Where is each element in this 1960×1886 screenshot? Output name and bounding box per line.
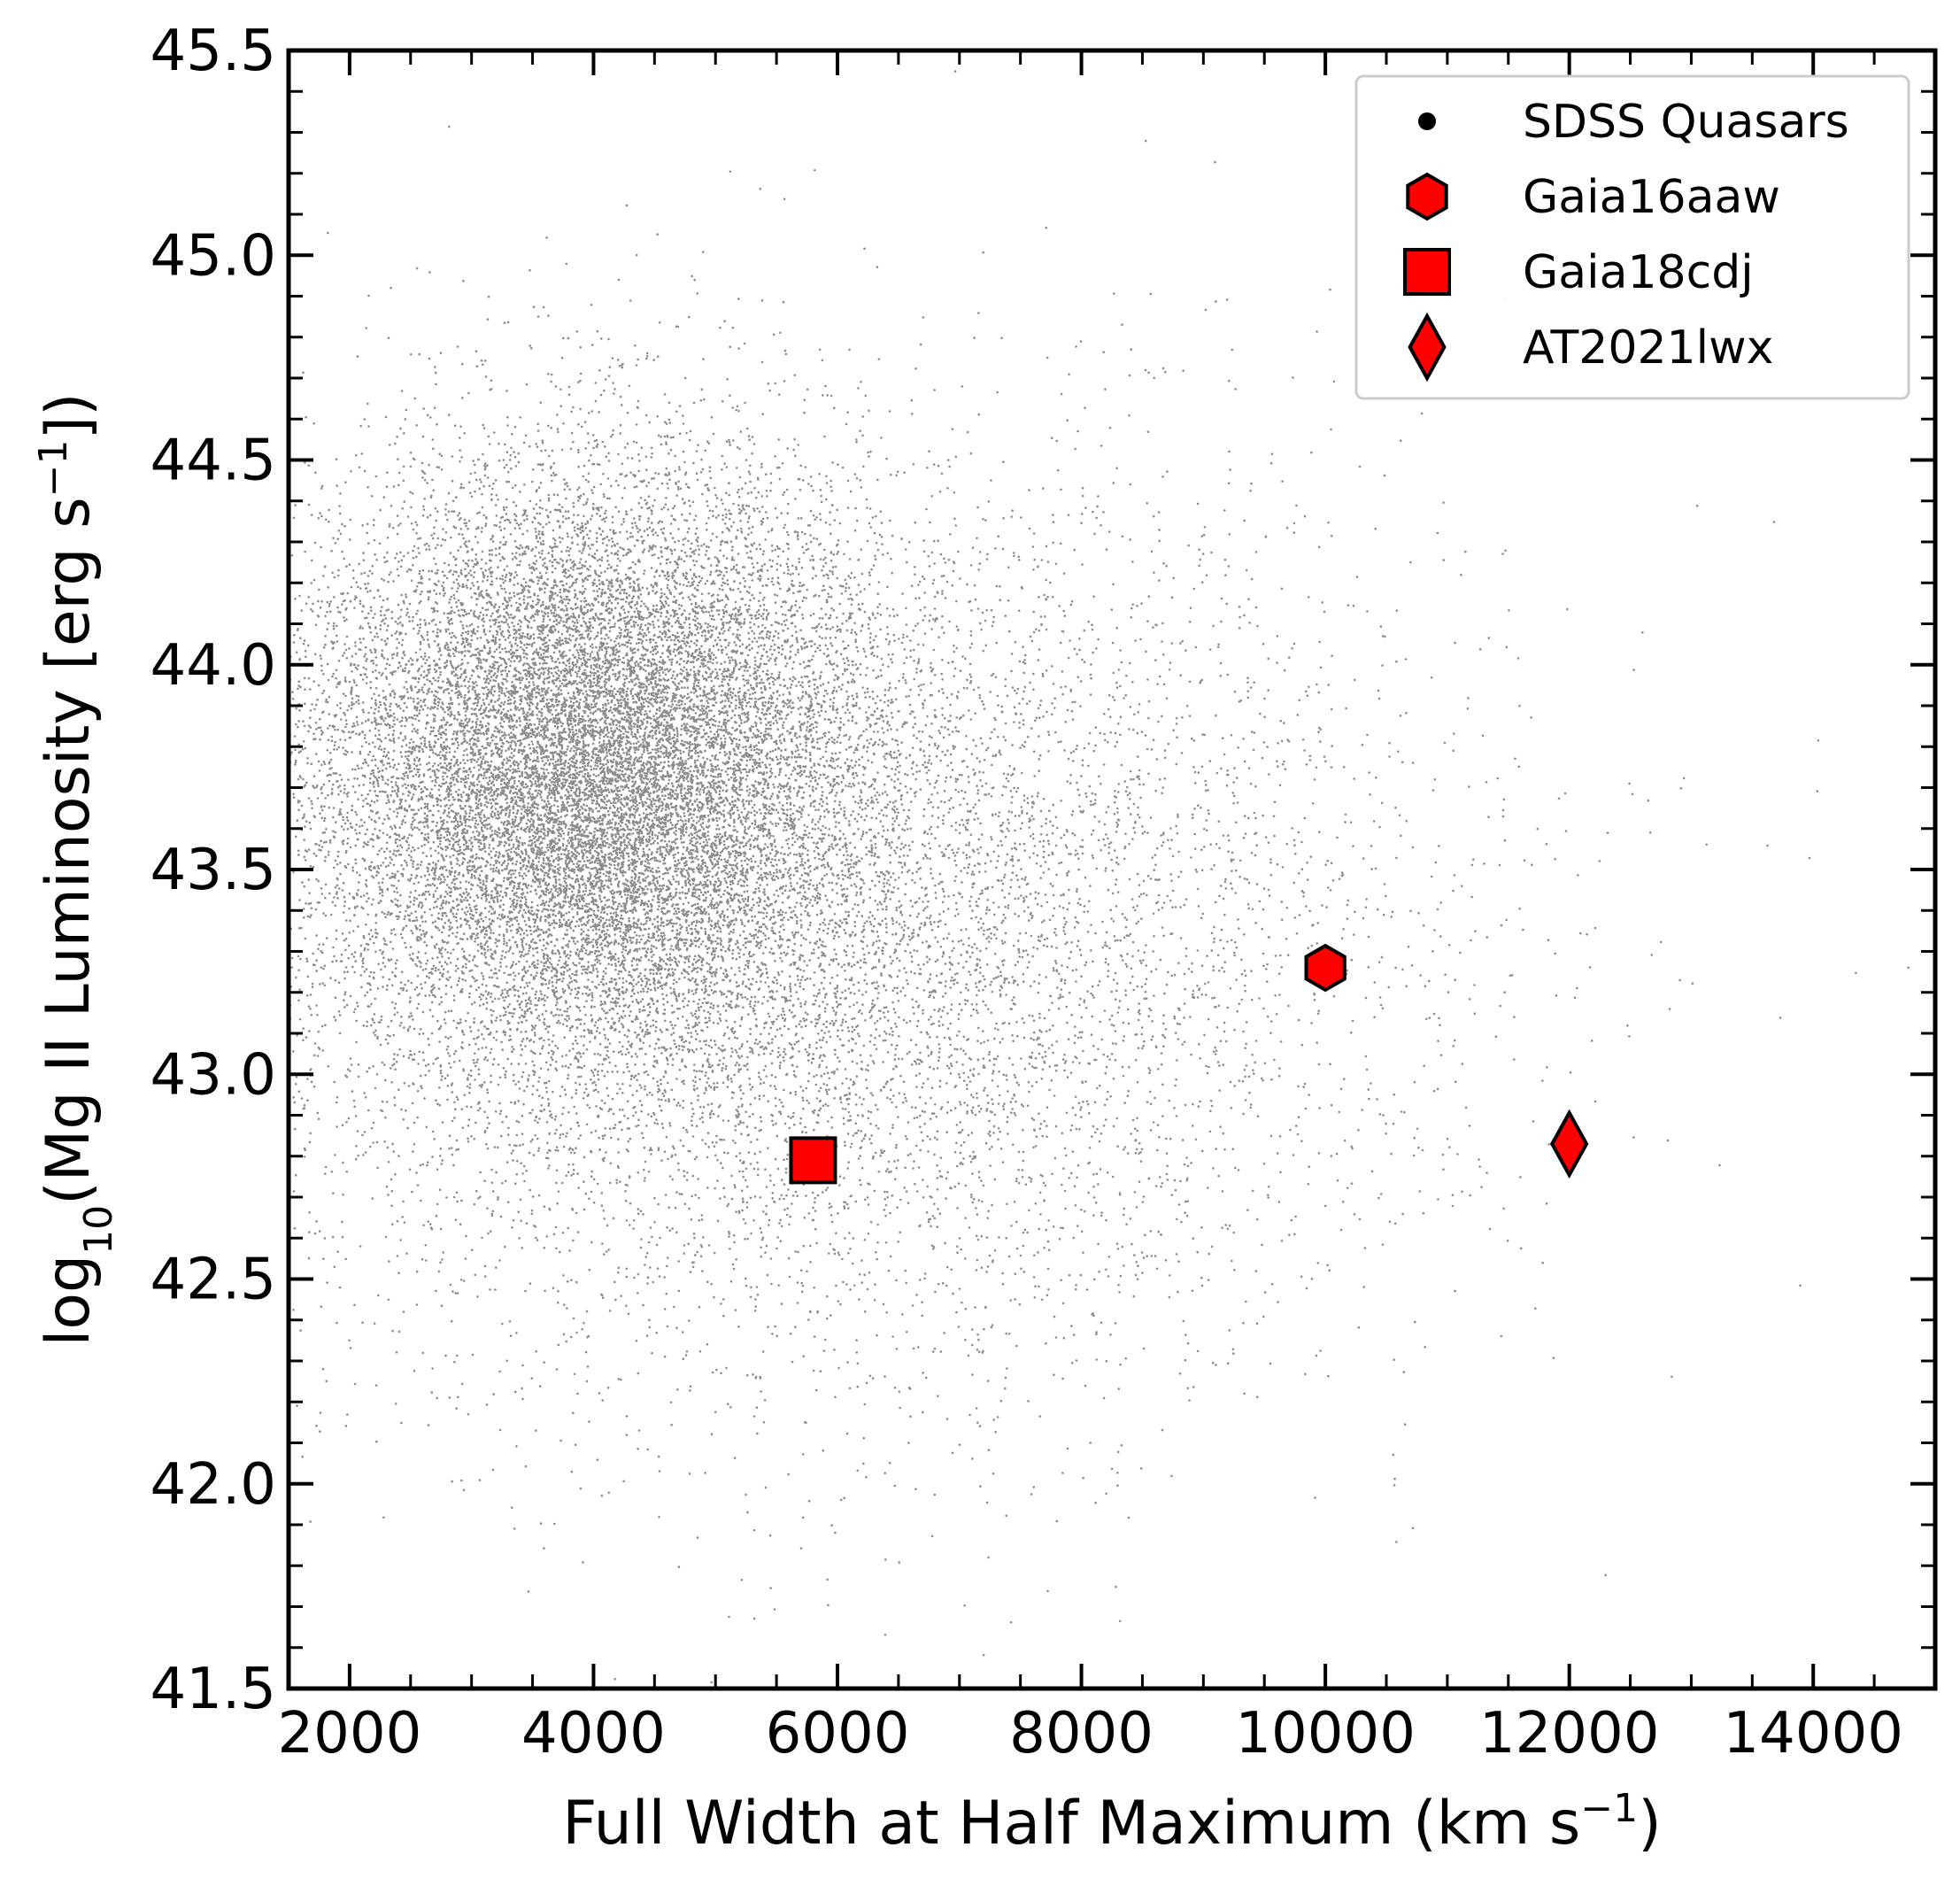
plot-frame [286, 48, 1938, 1691]
sdss-scatter-layer [287, 70, 1910, 1684]
tick-labels: 2000 4000 6000 8000 10000 12000 14000 41.5 42.0 4… [150, 19, 1904, 1766]
x-tick-label: 2000 [277, 1701, 421, 1766]
legend-box [1354, 74, 1910, 400]
y-tick-label: 41.5 [150, 1657, 277, 1722]
x-tick-label: 6000 [766, 1701, 910, 1766]
axis-ticks [287, 49, 1937, 1690]
y-tick-label: 42.0 [150, 1452, 277, 1518]
legend-hexagon-icon [1406, 172, 1448, 221]
legend-label: Gaia18cdj [1523, 246, 1754, 299]
x-tick-label: 8000 [1009, 1701, 1154, 1766]
y-tick-label: 43.5 [150, 838, 277, 903]
sdss-quasar-points [287, 70, 1910, 1684]
legend-item: Gaia18cdj [1403, 246, 1754, 299]
x-tick-label: 14000 [1723, 1701, 1903, 1766]
x-tick-label: 12000 [1479, 1701, 1660, 1766]
highlight-markers [789, 943, 1589, 1185]
y-axis-label: log10(Mg II Luminosity [erg s−1]) [31, 392, 121, 1346]
legend-label: AT2021lwx [1523, 321, 1773, 375]
x-tick-label: 4000 [521, 1701, 666, 1766]
y-tick-label: 45.5 [150, 19, 277, 84]
legend-item: SDSS Quasars [1418, 96, 1849, 149]
at2021lwx-marker [1549, 1109, 1589, 1179]
y-tick-label: 43.0 [150, 1042, 277, 1108]
y-tick-label: 42.5 [150, 1248, 277, 1313]
x-axis-label: Full Width at Half Maximum (km s−1) [562, 1786, 1662, 1859]
legend-dot-icon [1418, 112, 1436, 130]
gaia16aaw-marker [1304, 943, 1347, 993]
legend: SDSS Quasars Gaia16aaw Gaia18cdj AT2021lwx [1354, 74, 1910, 400]
legend-label: Gaia16aaw [1523, 171, 1780, 224]
gaia18cdj-marker [789, 1136, 837, 1185]
legend-item: Gaia16aaw [1406, 171, 1780, 224]
legend-diamond-icon [1408, 312, 1447, 383]
y-tick-label: 44.5 [150, 429, 277, 494]
y-tick-label: 44.0 [150, 633, 277, 699]
legend-square-icon [1403, 248, 1451, 296]
x-tick-label: 10000 [1235, 1701, 1416, 1766]
legend-item: AT2021lwx [1408, 312, 1773, 383]
y-tick-label: 45.0 [150, 223, 277, 289]
legend-label: SDSS Quasars [1523, 96, 1849, 149]
